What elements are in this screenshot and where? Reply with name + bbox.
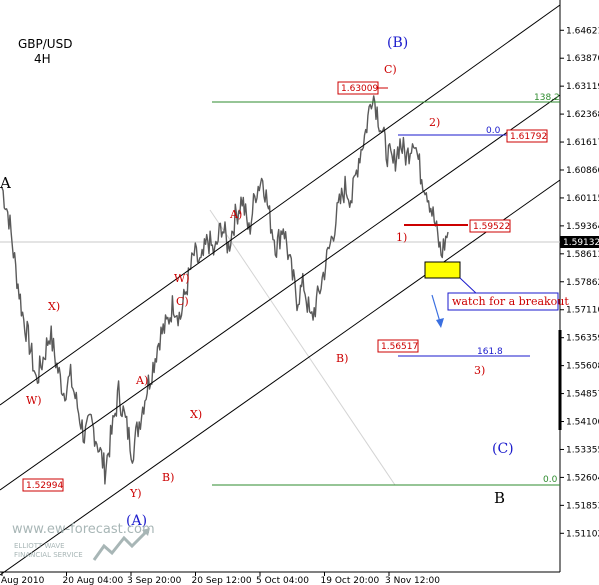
level-box-161792: 1.61792: [506, 129, 548, 143]
y-tick-label: 1.63870: [566, 54, 599, 64]
channel-middle-line: [0, 94, 561, 491]
wave-label-2: 2): [429, 116, 440, 129]
watermark-line2: FINANCIAL SERVICE: [14, 551, 83, 559]
wave-label-b2: B): [336, 352, 348, 365]
projection-arrowhead: [436, 318, 444, 328]
wave-label-big-c: (C): [492, 441, 514, 457]
channel-lower-line: [0, 179, 561, 576]
watermark-site: www.ew-forecast.com: [12, 522, 155, 537]
y-tick-label: 1.60866: [566, 166, 599, 176]
y-tick-label: 1.56359: [566, 334, 599, 344]
wave-label-b1: B): [162, 471, 174, 484]
wave-label-c2: C): [384, 63, 397, 76]
level-box-159522: 1.59522: [469, 219, 511, 233]
y-tick-label: 1.52604: [566, 473, 599, 483]
fib-label-161: 161.8: [477, 347, 503, 357]
y-tick-label: 1.57862: [566, 278, 599, 288]
wave-label-cap-a: A: [0, 174, 11, 192]
y-tick-label: 1.61617: [566, 138, 599, 148]
wave-label-x1: X): [48, 300, 60, 313]
y-tick-label: 1.57110: [566, 306, 599, 316]
y-tick-label: 1.60115: [566, 194, 599, 204]
x-tick-label: 5 Oct 04:00: [256, 576, 309, 585]
watermark-wave-icon: [92, 530, 148, 561]
level-box-163009: 1.63009: [337, 81, 388, 95]
x-tick-label: 19 Oct 20:00: [321, 576, 380, 585]
y-tick-label: 1.54857: [566, 390, 599, 400]
fib-label-0-blue: 0.0: [486, 126, 501, 136]
breakout-note: watch for a breakout: [452, 295, 569, 308]
y-tick-label: 1.51102: [566, 529, 599, 539]
wave-label-a1: A): [135, 374, 148, 387]
level-box-152994-label: 1.52994: [26, 481, 63, 491]
wave-label-big-a: (A): [126, 513, 147, 529]
note-pointer-line: [459, 277, 479, 296]
y-tick-label: 1.58613: [566, 250, 599, 260]
wave-label-big-b: (B): [387, 35, 408, 51]
level-box-156517: 1.56517: [377, 339, 419, 353]
watermark: www.ew-forecast.com ELLIOTT WAVE FINANCI…: [12, 522, 155, 561]
x-tick-label: 3 Sep 20:00: [127, 576, 182, 585]
x-tick-label: 20 Aug 04:00: [63, 576, 124, 585]
y-tick-label: 1.51853: [566, 501, 599, 511]
level-box-159522-label: 1.59522: [473, 222, 510, 232]
y-tick-label: 1.63119: [566, 82, 599, 92]
wave-label-cap-b: B: [494, 489, 505, 507]
chart-subtitle: 4H: [34, 52, 51, 66]
breakout-highlight-box: [424, 261, 461, 279]
watermark-line1: ELLIOTT WAVE: [14, 542, 65, 550]
fib-label-0-green: 0.0: [543, 475, 558, 485]
level-box-152994: 1.52994: [22, 478, 64, 492]
wave-label-x2: X): [190, 408, 202, 421]
note-box: [447, 292, 559, 311]
fib-label-138: 138.2: [534, 93, 560, 103]
x-tick-label: 3 Nov 12:00: [385, 576, 440, 585]
guide-line: [209, 209, 396, 486]
wave-label-3: 3): [474, 364, 485, 377]
y-tick-label: 1.62368: [566, 110, 599, 120]
x-tick-label: Aug 2010: [1, 576, 45, 585]
wave-label-w2: W): [174, 272, 190, 285]
y-tick-label: 1.54106: [566, 418, 599, 428]
watermark-arrow-icon: [142, 528, 150, 536]
projection-arrow: [431, 294, 441, 323]
current-price-tag: 1.59132: [560, 236, 599, 248]
plot-area: [0, 0, 560, 572]
y-tick-label: 1.53355: [566, 445, 599, 455]
wave-label-a2: A): [229, 208, 242, 221]
y-tick-label: 1.55608: [566, 362, 599, 372]
wave-label-y: Y): [129, 487, 142, 500]
level-box-156517-label: 1.56517: [381, 342, 418, 352]
wave-label-w1: W): [26, 394, 42, 407]
x-tick-label: 20 Sep 12:00: [192, 576, 252, 585]
chart-title: GBP/USD: [18, 37, 72, 51]
wave-label-c1: C): [176, 295, 189, 308]
level-box-161792-label: 1.61792: [510, 132, 547, 142]
level-box-163009-label: 1.63009: [341, 84, 378, 94]
x-axis-ticks: Aug 2010 20 Aug 04:00 3 Sep 20:00 20 Sep 12…: [1, 572, 440, 585]
y-tick-label: 1.59364: [566, 222, 599, 232]
current-price-value: 1.59132: [563, 238, 599, 248]
price-series-line: [1, 95, 449, 485]
wave-label-1: 1): [396, 231, 407, 244]
channel-upper-line: [0, 4, 561, 406]
